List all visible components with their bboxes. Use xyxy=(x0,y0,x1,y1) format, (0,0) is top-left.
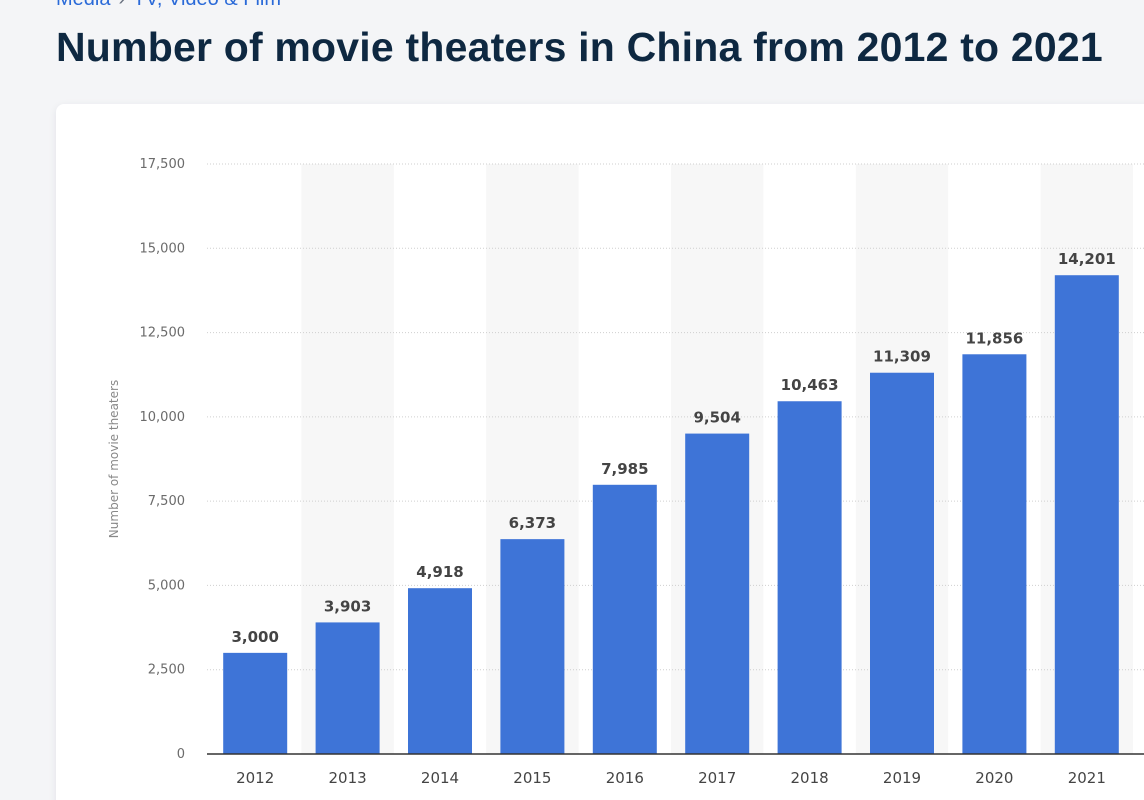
bar-2020 xyxy=(962,354,1027,754)
data-label-2017: 9,504 xyxy=(693,409,740,427)
x-tick-label-2018: 2018 xyxy=(791,769,829,787)
bar-2016 xyxy=(592,484,657,754)
y-tick-label: 17,500 xyxy=(140,157,186,172)
chart-card: 0 2,500 5,000 7,500 10,000 12,500 15,000 17,500… xyxy=(56,104,1144,800)
breadcrumb-separator: › xyxy=(118,0,125,10)
page-title: Number of movie theaters in China from 2… xyxy=(56,24,1103,70)
x-tick-label-2014: 2014 xyxy=(421,769,459,787)
data-label-2021: 14,201 xyxy=(1058,250,1116,268)
x-tick-label-2015: 2015 xyxy=(513,769,551,787)
y-tick-label: 15,000 xyxy=(140,241,186,256)
x-tick-label-2021: 2021 xyxy=(1068,769,1106,787)
bar-2013 xyxy=(315,622,380,754)
y-tick-label: 0 xyxy=(177,747,185,762)
data-label-2020: 11,856 xyxy=(965,329,1023,347)
y-tick-label: 12,500 xyxy=(140,326,186,341)
x-tick-label-2012: 2012 xyxy=(236,769,274,787)
data-label-2018: 10,463 xyxy=(781,376,839,394)
x-tick-label-2019: 2019 xyxy=(883,769,921,787)
bar-2015 xyxy=(500,539,565,754)
bar-2018 xyxy=(777,401,842,754)
data-label-2016: 7,985 xyxy=(601,460,648,478)
bar-2019 xyxy=(870,372,934,754)
bar-2012 xyxy=(223,652,288,754)
x-tick-label-2016: 2016 xyxy=(606,769,644,787)
breadcrumb: Media › TV, Video & Film xyxy=(56,0,281,11)
x-tick-label-2020: 2020 xyxy=(975,769,1013,787)
bar-2017 xyxy=(685,433,750,754)
y-tick-label: 5,000 xyxy=(148,578,185,593)
data-label-2012: 3,000 xyxy=(231,628,278,646)
bar-2014 xyxy=(408,588,472,754)
breadcrumb-item-tv-video-film[interactable]: TV, Video & Film xyxy=(133,0,281,10)
bar-2021 xyxy=(1054,275,1119,754)
data-label-2015: 6,373 xyxy=(509,514,556,532)
data-label-2014: 4,918 xyxy=(416,563,463,581)
y-tick-label: 2,500 xyxy=(148,663,185,678)
bar-chart: 0 2,500 5,000 7,500 10,000 12,500 15,000 17,500… xyxy=(107,157,1144,787)
y-tick-label: 7,500 xyxy=(148,494,185,509)
data-label-2013: 3,903 xyxy=(324,597,371,615)
x-tick-label-2017: 2017 xyxy=(698,769,736,787)
breadcrumb-item-media[interactable]: Media xyxy=(56,0,110,10)
x-tick-label-2013: 2013 xyxy=(329,769,367,787)
y-axis-title: Number of movie theaters xyxy=(107,380,121,538)
y-tick-label: 10,000 xyxy=(140,410,186,425)
data-label-2019: 11,309 xyxy=(873,348,931,366)
